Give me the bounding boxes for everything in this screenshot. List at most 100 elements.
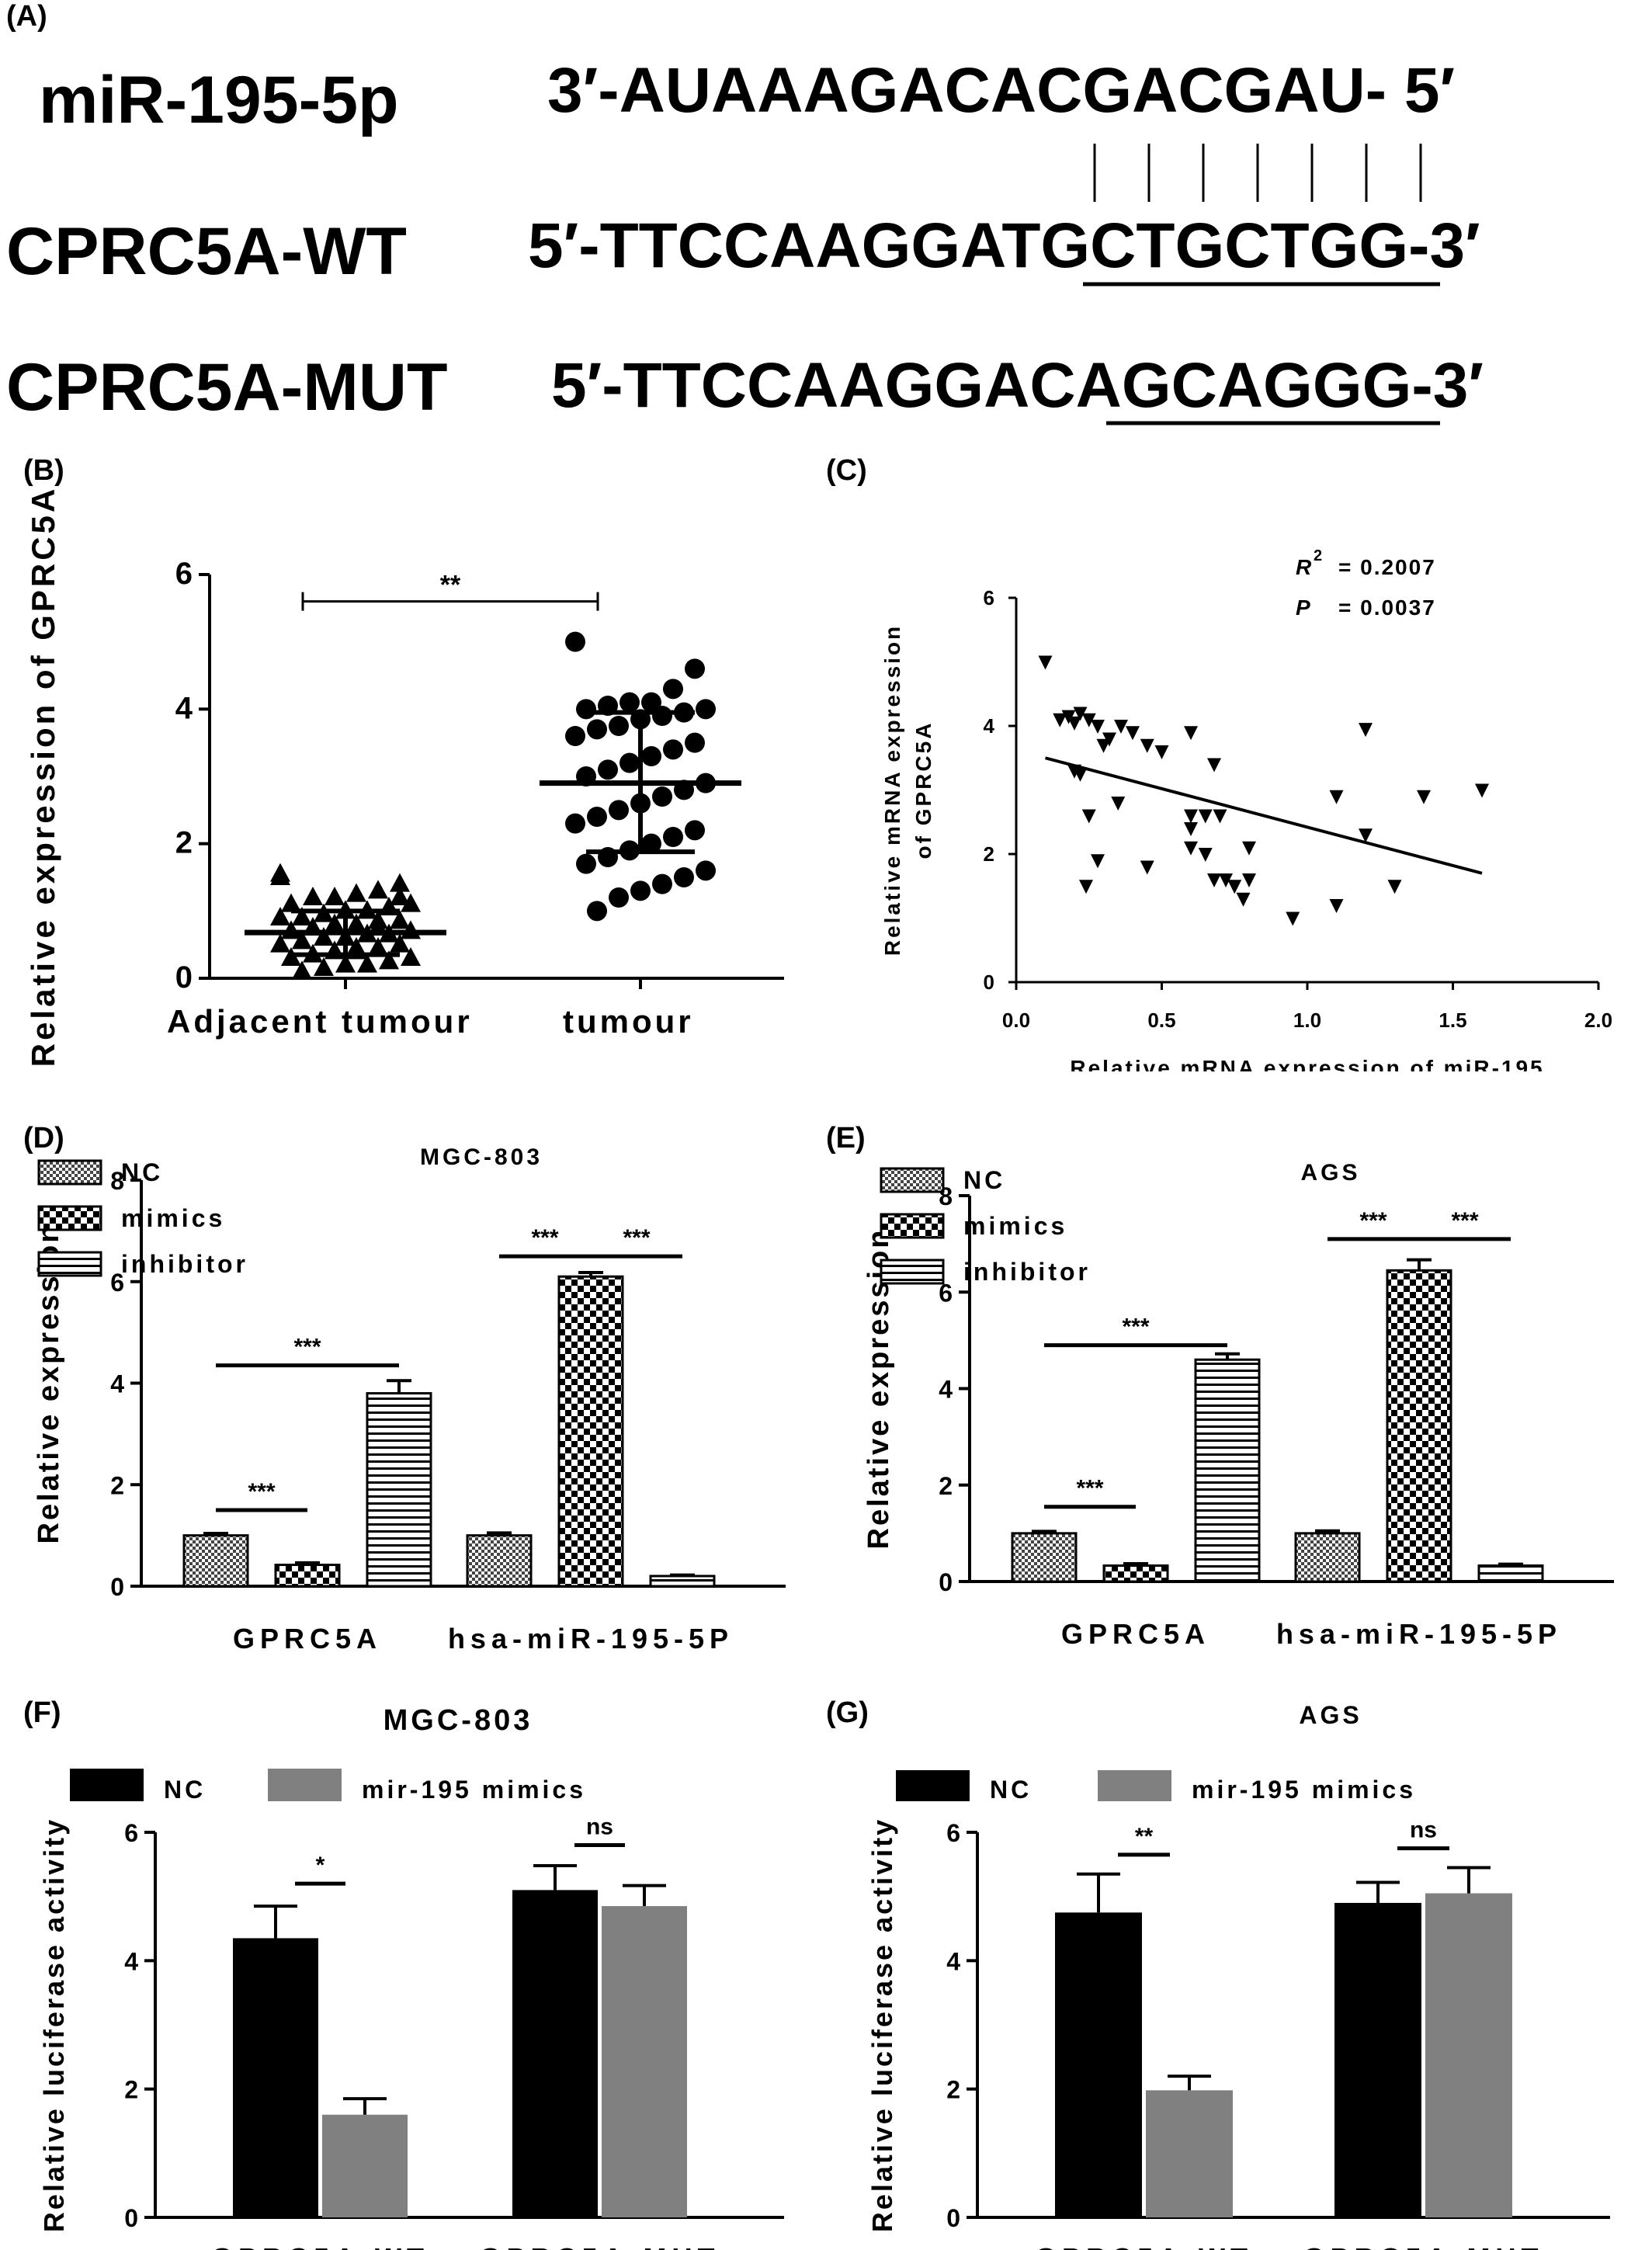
data-point — [1286, 911, 1300, 926]
data-point — [1329, 899, 1344, 913]
data-point — [696, 699, 716, 720]
y-tick-label: 0 — [175, 960, 193, 995]
data-point — [1126, 726, 1140, 741]
legend-label: mimics — [963, 1212, 1067, 1240]
base-pair-lines — [1083, 144, 1440, 425]
y-tick-label: 6 — [939, 1279, 953, 1307]
data-point — [1091, 720, 1105, 734]
seq-mir195: 3′-AUAAAGACACGACGAU- 5′ — [547, 55, 1456, 126]
data-point — [1198, 848, 1213, 862]
legend-swatch — [268, 1769, 342, 1801]
panel-f-chart: (F) 0 2 4 6 MGC-803 Relative luciferase activi… — [23, 1696, 784, 2250]
data-point — [1140, 738, 1154, 753]
data-point — [270, 933, 290, 953]
data-point — [1359, 828, 1373, 843]
data-point — [1213, 809, 1227, 824]
data-point — [685, 820, 705, 841]
seq-mut: 5′-TTCCAAGGACAGCAGGG-3′ — [551, 350, 1484, 421]
y-tick-label: 6 — [946, 1819, 960, 1847]
data-point — [663, 739, 683, 760]
panel-c-letter: (C) — [826, 454, 867, 487]
chart-title: MGC-803 — [384, 1704, 533, 1737]
y-axis-label: Relative mRNA expression — [880, 624, 904, 956]
significance-label: * — [316, 1852, 325, 1878]
data-point — [1359, 723, 1373, 738]
data-point — [270, 907, 290, 925]
seq-name-mut: CPRC5A-MUT — [6, 350, 448, 425]
y-tick-label: 4 — [124, 1947, 138, 1975]
bar — [322, 2114, 408, 2217]
y-tick-label: 6 — [175, 557, 193, 591]
data-point — [696, 860, 716, 881]
data-point — [270, 863, 290, 882]
bar — [649, 1575, 716, 1588]
y-tick-label: 2 — [175, 826, 193, 860]
data-point — [641, 692, 661, 713]
data-point — [292, 960, 312, 980]
panel-letter: (E) — [826, 1122, 866, 1155]
legend-swatch — [37, 1251, 102, 1277]
significance-label: *** — [1451, 1208, 1478, 1234]
legend-swatch — [880, 1213, 945, 1239]
significance-label: *** — [248, 1479, 275, 1505]
chart-title: AGS — [1299, 1701, 1362, 1729]
data-point — [1219, 873, 1233, 887]
x-tick-label: Adjacent tumour — [167, 1003, 473, 1040]
panel-g-chart: (G) 0 2 4 6 AGS Relative luciferase activity GP… — [826, 1696, 1610, 2250]
bar — [1334, 1902, 1421, 2217]
significance-label: *** — [531, 1225, 558, 1251]
data-point — [609, 716, 629, 736]
data-point — [1073, 767, 1088, 782]
data-point — [335, 953, 356, 973]
data-point — [1079, 880, 1093, 894]
r2-symbol: R — [1296, 555, 1312, 579]
y-tick-label: 2 — [984, 842, 994, 866]
data-point — [324, 913, 345, 932]
panel-c-chart: (C) 0 2 4 6 0.0 0.5 1.0 1.5 2.0 Relative mRNA expr… — [826, 454, 1612, 1071]
data-point — [401, 947, 421, 966]
y-tick-label: 4 — [110, 1370, 124, 1398]
bar — [274, 1564, 341, 1588]
seq-wt: 5′-TTCCAAGGATGCTGCTGG-3′ — [528, 210, 1480, 281]
data-point — [565, 631, 585, 652]
data-point — [1207, 873, 1221, 887]
data-point — [401, 893, 421, 912]
bar — [233, 1938, 318, 2217]
data-point — [1207, 758, 1221, 773]
data-point — [1417, 790, 1431, 804]
data-point — [1067, 716, 1081, 731]
significance-label: *** — [623, 1225, 650, 1251]
data-point — [324, 887, 345, 905]
significance-label: *** — [1359, 1208, 1386, 1234]
y-tick-label: 2 — [124, 2076, 138, 2104]
seq-name-wt: CPRC5A-WT — [6, 214, 407, 289]
bar — [1055, 1912, 1142, 2217]
bar — [602, 1906, 687, 2217]
data-point — [652, 706, 672, 726]
bar — [1294, 1532, 1361, 1583]
bar — [1194, 1358, 1261, 1583]
data-point — [303, 887, 323, 905]
bar — [1011, 1532, 1078, 1583]
x-tick-label: GPRC5A-WT — [1035, 2242, 1253, 2250]
data-point — [346, 883, 366, 902]
y-tick-label: 6 — [124, 1819, 138, 1847]
x-tick-label: tumour — [563, 1003, 694, 1040]
legend-swatch — [37, 1159, 102, 1186]
y-tick-label: 0 — [939, 1568, 953, 1596]
data-point — [281, 893, 301, 912]
y-tick-label: 4 — [984, 714, 995, 738]
significance-label: ** — [1135, 1824, 1154, 1849]
significance-label: ns — [1410, 1818, 1437, 1843]
data-point — [587, 901, 607, 922]
x-tick-label: 2.0 — [1584, 1009, 1612, 1032]
panel-b-letter: (B) — [23, 454, 64, 487]
y-tick-label: 0 — [110, 1573, 124, 1601]
legend-label: NC — [164, 1776, 206, 1804]
y-tick-label: 2 — [939, 1472, 953, 1500]
data-point — [1242, 841, 1256, 856]
significance-label: ns — [586, 1814, 613, 1840]
y-tick-label: 6 — [984, 586, 994, 609]
legend-swatch — [896, 1770, 970, 1801]
data-point — [1154, 745, 1169, 759]
